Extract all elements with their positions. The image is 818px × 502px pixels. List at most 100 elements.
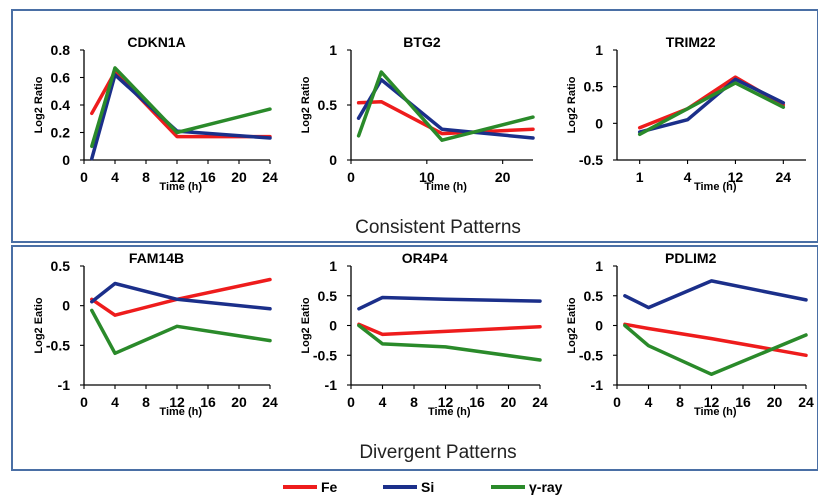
x-tick-label: 8: [410, 394, 418, 410]
panel-title: CDKN1A: [127, 34, 185, 50]
x-axis-label: Time (h): [159, 406, 202, 418]
bottom-panel-frame: [11, 245, 818, 471]
x-tick-label: 8: [142, 394, 150, 410]
charts-group: 0 0.2 0.4 0.6 0.8 0 4 8 12 16 20 24 CDKN1A Time (h) Lo…: [33, 34, 814, 418]
series-line-fe: [90, 277, 272, 317]
y-tick-label: 0.2: [51, 125, 71, 141]
x-axis-label: Time (h): [159, 181, 202, 193]
y-tick-label: 0: [329, 318, 337, 334]
x-tick-label: 1: [636, 169, 644, 185]
x-axis-label: Time (h): [694, 406, 737, 418]
y-tick-label: -0.5: [579, 152, 603, 168]
series-line-gamma-ray: [90, 66, 272, 149]
x-tick-label: 8: [676, 394, 684, 410]
chart-pdlim2: -1 -0.5 0 0.5 1 0 4 8 12 16 20 24 PDLIM2 Time (h) Log2…: [566, 250, 814, 418]
y-tick-label: 0.5: [318, 97, 338, 113]
y-tick-label: 0.4: [51, 97, 71, 113]
legend-label: Si: [421, 479, 434, 495]
y-axis-label: Log2 Ratio: [566, 76, 578, 133]
y-tick-label: 0.6: [51, 70, 71, 86]
series-line-si: [357, 295, 542, 311]
y-tick-label: 1: [595, 42, 603, 58]
x-tick-label: 20: [231, 394, 247, 410]
x-tick-label: 20: [231, 169, 247, 185]
chart-or4p4: -1 -0.5 0 0.5 1 0 4 8 12 16 20 24 OR4P4 Time (h) Log2 …: [300, 250, 548, 418]
y-tick-label: 0.5: [584, 79, 604, 95]
x-tick-label: 10: [419, 169, 435, 185]
y-tick-label: 1: [329, 258, 337, 274]
x-tick-label: 12: [728, 169, 744, 185]
y-tick-label: 0.8: [51, 42, 71, 58]
y-tick-label: 0.5: [318, 288, 338, 304]
y-tick-label: -0.5: [579, 347, 603, 363]
x-tick-label: 16: [735, 394, 751, 410]
chart-trim22: -0.5 0 0.5 1 1 4 12 24 TRIM22 Time (h) Log2 Ratio: [566, 34, 806, 193]
legend-label: γ-ray: [529, 479, 563, 495]
chart-fam14b: -1 -0.5 0 0.5 0 4 8 12 16 20 24 FAM14B Time (h) Log2 …: [33, 250, 278, 418]
series-line-fe: [623, 322, 808, 358]
series-line-gamma-ray: [623, 323, 808, 377]
series-line-gamma-ray: [637, 81, 786, 137]
panel-title: TRIM22: [666, 34, 716, 50]
y-tick-label: 0: [595, 115, 603, 131]
x-tick-label: 16: [200, 169, 216, 185]
y-tick-label: 0: [595, 318, 603, 334]
x-tick-label: 24: [262, 394, 278, 410]
series-line-si: [623, 279, 808, 310]
x-axis-label: Time (h): [694, 181, 737, 193]
y-tick-label: 0: [62, 298, 70, 314]
x-tick-label: 4: [684, 169, 692, 185]
series-line-si: [90, 281, 272, 311]
section-label-consistent: Consistent Patterns: [355, 217, 521, 238]
x-tick-label: 12: [704, 394, 720, 410]
legend-item: Fe: [283, 479, 338, 495]
x-tick-label: 0: [80, 394, 88, 410]
y-tick-label: 0.5: [51, 258, 71, 274]
x-tick-label: 4: [645, 394, 653, 410]
series-line-fe: [357, 322, 542, 337]
y-axis-label: Log2 Eatio: [300, 297, 312, 354]
panel-title: PDLIM2: [665, 250, 717, 266]
series-line-si: [637, 77, 786, 134]
x-tick-label: 4: [379, 394, 387, 410]
legend-item: Si: [383, 479, 434, 495]
x-tick-label: 0: [347, 394, 355, 410]
series-line-si: [90, 73, 272, 161]
x-tick-label: 24: [776, 169, 792, 185]
x-tick-label: 20: [495, 169, 511, 185]
x-tick-label: 4: [111, 394, 119, 410]
y-axis-label: Log2 Eatio: [566, 297, 578, 354]
series-line-gamma-ray: [357, 323, 542, 362]
top-panel-frame: [11, 9, 818, 243]
section-label-divergent: Divergent Patterns: [359, 442, 516, 463]
y-tick-label: 0: [329, 152, 337, 168]
y-tick-label: 1: [329, 42, 337, 58]
y-tick-label: -1: [58, 377, 71, 393]
x-tick-label: 24: [262, 169, 278, 185]
x-tick-label: 24: [798, 394, 814, 410]
y-tick-label: -0.5: [46, 337, 70, 353]
legend-item: γ-ray: [491, 479, 563, 495]
chart-cdkn1a: 0 0.2 0.4 0.6 0.8 0 4 8 12 16 20 24 CDKN1A Time (h) Lo…: [33, 34, 278, 193]
x-tick-label: 12: [169, 169, 185, 185]
y-axis-label: Log2 Eatio: [33, 297, 45, 354]
x-tick-label: 0: [347, 169, 355, 185]
series-line-gamma-ray: [356, 70, 535, 142]
panel-title: BTG2: [403, 34, 441, 50]
legend: Fe Si γ-ray: [283, 479, 563, 495]
x-tick-label: 16: [200, 394, 216, 410]
x-tick-label: 20: [767, 394, 783, 410]
series-line-gamma-ray: [90, 308, 272, 356]
y-axis-label: Log2 Ratio: [300, 76, 312, 133]
panel-title: OR4P4: [402, 250, 448, 266]
x-tick-label: 12: [438, 394, 454, 410]
y-tick-label: -1: [591, 377, 604, 393]
panel-title: FAM14B: [129, 250, 184, 266]
x-tick-label: 16: [469, 394, 485, 410]
x-tick-label: 20: [501, 394, 517, 410]
y-tick-label: -1: [325, 377, 338, 393]
y-tick-label: -0.5: [313, 347, 337, 363]
x-tick-label: 0: [613, 394, 621, 410]
